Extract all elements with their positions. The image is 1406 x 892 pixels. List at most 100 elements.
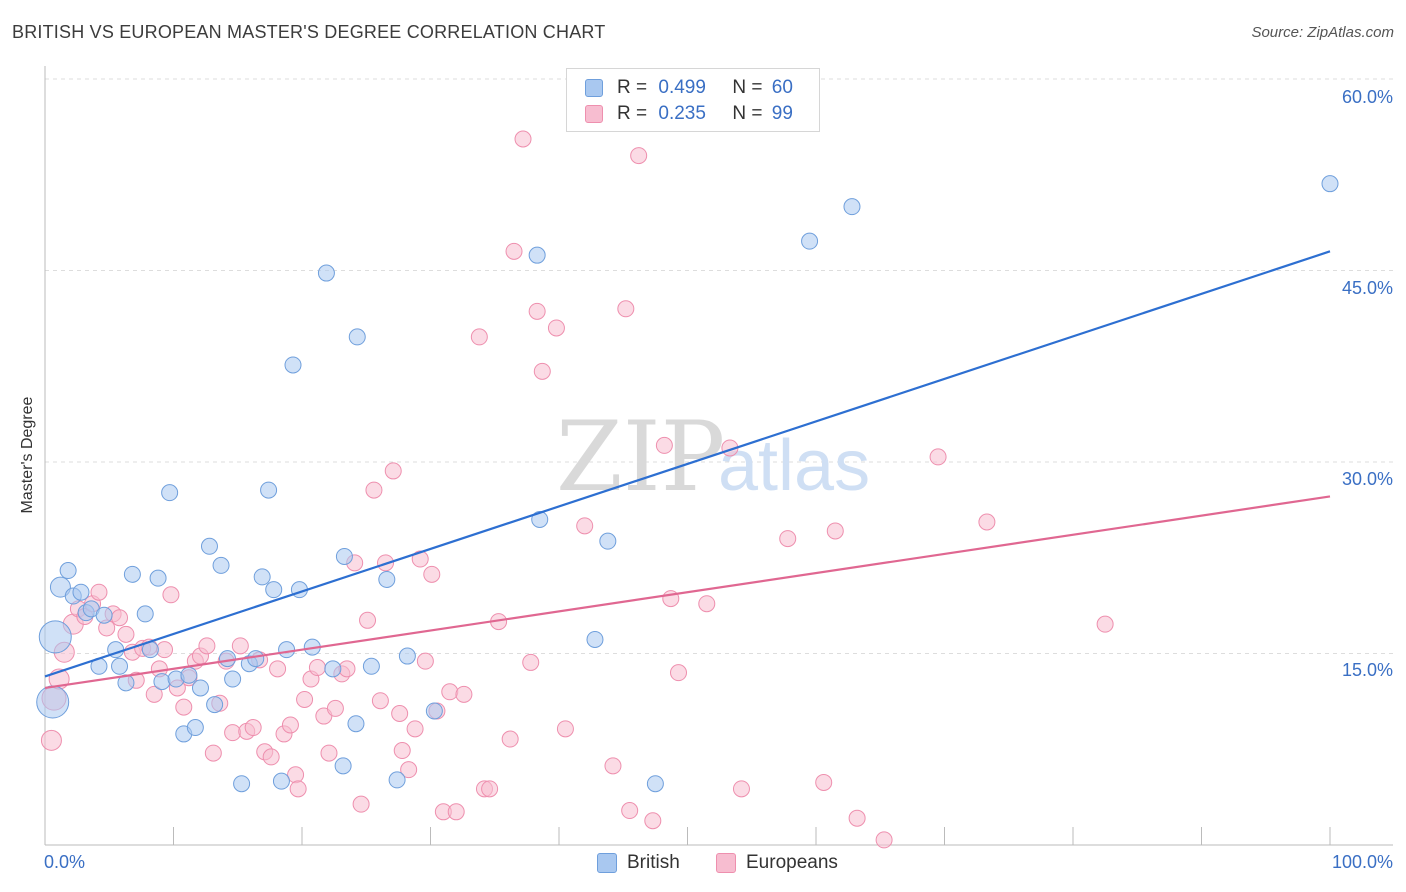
british-point [149,569,167,587]
british-point [265,581,283,599]
europeans-point [732,780,750,798]
british-point [233,775,251,793]
british-point [398,647,416,665]
europeans-point [308,659,326,677]
watermark: ZIP atlas [556,401,870,513]
europeans-point [617,300,635,318]
british-point [531,510,549,528]
british-trendline [44,250,1331,678]
europeans-point [400,761,418,779]
europeans-point [1096,615,1114,633]
europeans-point [441,683,459,701]
europeans-point [533,362,551,380]
british-point [388,771,406,789]
europeans-point [698,595,716,613]
europeans-n-value: 99 [771,103,793,124]
europeans-point [644,812,662,830]
legend-row-europeans: R = 0.235 N = 99 [585,102,793,126]
legend-row-british: R = 0.499 N = 60 [585,76,793,100]
british-point [180,666,198,684]
british-point [348,328,366,346]
europeans-point [528,302,546,320]
british-point [191,679,209,697]
british-point [59,562,77,580]
y-tick-15: 15.0% [1341,660,1393,680]
europeans-point [447,803,465,821]
chart-title: BRITISH VS EUROPEAN MASTER'S DEGREE CORR… [12,22,606,42]
europeans-point [145,685,163,703]
europeans-point [576,517,594,535]
europeans-point [978,513,996,531]
british-point [36,685,70,719]
europeans-point [826,522,844,540]
europeans-legend-swatch [716,853,736,873]
source-label: Source: ZipAtlas.com [1251,24,1394,41]
europeans-point [338,660,356,678]
british-point [206,696,224,714]
gridlines [45,78,1393,654]
british-point [278,641,296,659]
british-point [38,620,72,654]
y-tick-30: 30.0% [1341,469,1393,489]
europeans-point [326,699,344,717]
europeans-point [384,462,402,480]
bottom-legend-british: British [597,852,680,874]
british-n-value: 60 [771,77,793,98]
british-point [324,660,342,678]
bottom-legend-europeans: Europeans [716,852,838,874]
europeans-point [470,328,488,346]
europeans-point [604,757,622,775]
british-swatch [585,79,603,97]
europeans-point [416,652,434,670]
europeans-point [90,583,108,601]
europeans-point [365,481,383,499]
europeans-point [393,742,411,760]
europeans-point [406,720,424,738]
british-point [212,556,230,574]
british-point [218,650,236,668]
europeans-point [522,653,540,671]
europeans-point [848,809,866,827]
british-point [646,775,664,793]
europeans-point [320,744,338,762]
europeans-point [411,550,429,568]
correlation-legend: R = 0.499 N = 60 R = 0.235 N = 99 [566,68,820,132]
british-point [801,232,819,250]
british-point [72,583,90,601]
europeans-point [111,609,129,627]
y-tick-45: 45.0% [1341,278,1393,298]
y-tick-60: 60.0% [1341,87,1393,107]
europeans-point [391,705,409,723]
british-r-label: R = [617,77,653,98]
europeans-swatch [585,105,603,123]
europeans-point [621,802,639,820]
british-point [200,537,218,555]
europeans-point [117,625,135,643]
europeans-point [162,586,180,604]
europeans-point [875,831,893,849]
europeans-r-label: R = [617,103,653,124]
europeans-point [287,766,305,784]
british-point [123,565,141,583]
british-point [253,568,271,586]
british-point [186,719,204,737]
europeans-point [455,685,473,703]
europeans-point [281,716,299,734]
british-point [260,481,278,499]
europeans-point [505,242,523,260]
watermark-atlas: atlas [718,426,870,506]
europeans-point [40,729,62,751]
british-point [284,356,302,374]
x-tick-min: 0.0% [44,852,86,872]
europeans-point [556,720,574,738]
europeans-point [244,719,262,737]
british-point [153,673,171,691]
british-point [335,547,353,565]
british-point [362,657,380,675]
british-points [36,175,1339,793]
british-point [599,532,617,550]
europeans-point [269,660,287,678]
british-point [111,657,129,675]
british-point [272,772,290,790]
